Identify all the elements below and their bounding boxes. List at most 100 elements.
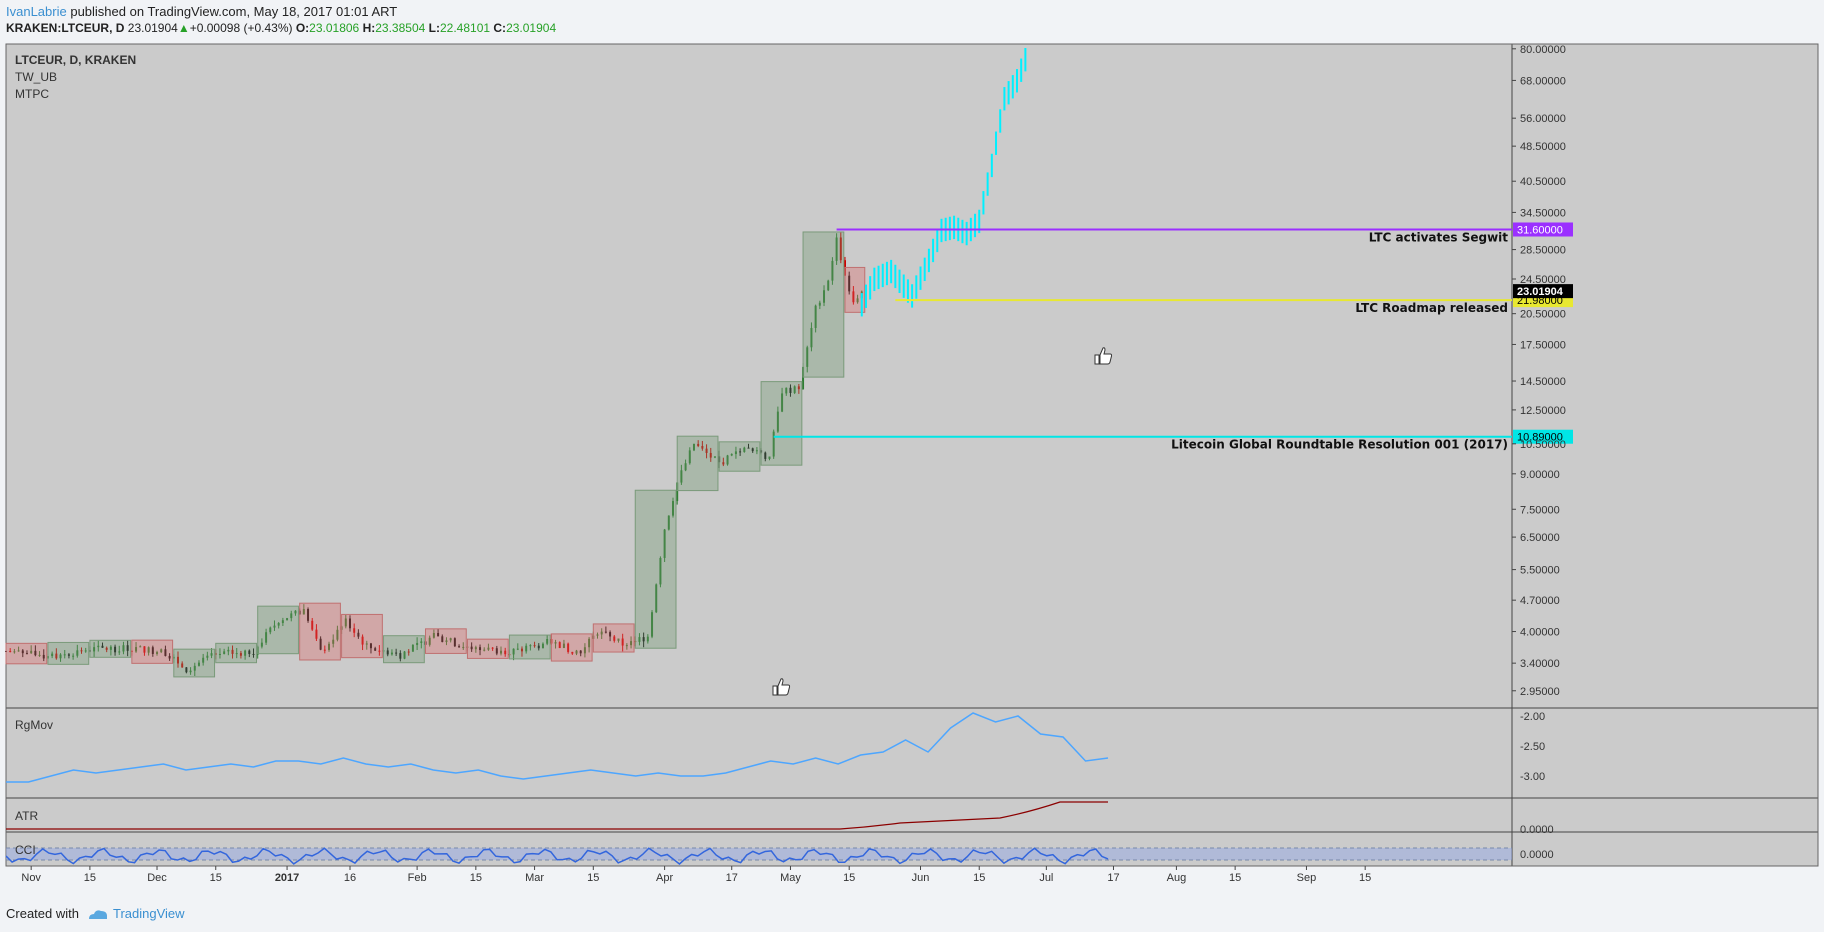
- candle-body: [369, 643, 372, 649]
- rgmov-label: RgMov: [15, 718, 53, 732]
- candle-body: [613, 636, 616, 641]
- candle-body: [416, 642, 419, 646]
- candle-body: [533, 645, 536, 647]
- candle-body: [806, 347, 809, 367]
- atr-tick-label: 0.0000: [1520, 824, 1554, 836]
- candle-body: [621, 638, 624, 646]
- candle-body: [734, 451, 737, 455]
- candle-body: [739, 451, 742, 453]
- x-tick-label: 2017: [275, 872, 299, 884]
- candle-body: [411, 645, 414, 652]
- candle-body: [59, 654, 62, 659]
- y-tick-label: 28.50000: [1520, 245, 1566, 257]
- candle-body: [72, 655, 75, 657]
- candle-body: [625, 645, 628, 647]
- candle-body: [348, 618, 351, 629]
- candle-body: [755, 450, 758, 452]
- candle-body: [541, 643, 544, 649]
- candle-body: [353, 628, 356, 633]
- candle-body: [432, 633, 435, 638]
- candle-body: [248, 650, 251, 654]
- range-box: [173, 648, 216, 678]
- rgmov-tick-label: -3.00: [1520, 771, 1545, 783]
- candle-body: [638, 637, 641, 642]
- candle-body: [659, 557, 662, 585]
- candle-body: [835, 237, 838, 261]
- last-price: 23.01904: [127, 21, 178, 35]
- ohlc-header: KRAKEN:LTCEUR, D 23.01904▲+0.00098 (+0.4…: [6, 21, 556, 35]
- atr-line: [6, 801, 1108, 830]
- cci-line: [5, 847, 1109, 865]
- price-chart[interactable]: LTC activates Segwit 31.60000 LTC Roadmap …: [0, 0, 1824, 900]
- candle-body: [537, 645, 540, 649]
- candle-body: [831, 260, 834, 281]
- candle-body: [575, 650, 578, 654]
- candle-body: [147, 647, 150, 653]
- candle-body: [55, 653, 58, 659]
- y-tick-label: 68.00000: [1520, 75, 1566, 87]
- candle-body: [277, 623, 280, 626]
- candle-body: [684, 463, 687, 471]
- candle-body: [579, 650, 582, 654]
- candle-body: [193, 665, 196, 671]
- candle-body: [34, 650, 37, 656]
- candle-body: [344, 618, 347, 627]
- candle-body: [646, 636, 649, 642]
- candle-body: [852, 291, 855, 303]
- candle-body: [642, 637, 645, 642]
- candle-body: [562, 643, 565, 649]
- rgmov-pane-bg: [6, 708, 1512, 798]
- y-tick-label: 6.50000: [1520, 532, 1560, 544]
- candle-body: [63, 654, 66, 656]
- candle-body: [449, 638, 452, 641]
- author-link[interactable]: IvanLabrie: [6, 4, 67, 19]
- y-tick-label: 17.50000: [1520, 339, 1566, 351]
- candle-body: [30, 650, 33, 654]
- x-tick-label: 15: [210, 872, 222, 884]
- range-box: [844, 266, 866, 313]
- candle-body: [823, 290, 826, 303]
- candle-body: [667, 515, 670, 530]
- candle-body: [751, 448, 754, 452]
- candle-body: [453, 638, 456, 647]
- range-box: [341, 613, 383, 659]
- published-text: published on TradingView.com, May 18, 20…: [70, 4, 398, 19]
- x-tick-label: 17: [1107, 872, 1119, 884]
- x-tick-label: Mar: [525, 872, 544, 884]
- x-tick-label: Sep: [1297, 872, 1317, 884]
- open-label: O:: [295, 21, 310, 35]
- candle-body: [663, 529, 666, 558]
- low-label: L:: [428, 21, 440, 35]
- candle-body: [399, 653, 402, 659]
- candle-body: [529, 645, 532, 647]
- candle-body: [93, 647, 96, 652]
- tradingview-link[interactable]: TradingView: [87, 906, 185, 921]
- candle-body: [567, 643, 570, 652]
- range-box: [383, 635, 425, 664]
- candle-body: [17, 650, 20, 652]
- y-tick-label: 9.00000: [1520, 469, 1560, 481]
- up-arrow-icon: ▲: [177, 21, 190, 35]
- candle-body: [328, 643, 331, 650]
- candle-body: [680, 470, 683, 483]
- candle-body: [118, 651, 121, 653]
- x-tick-label: 17: [726, 872, 738, 884]
- candle-body: [839, 237, 842, 261]
- candle-body: [797, 386, 800, 390]
- x-tick-label: Dec: [147, 872, 167, 884]
- candle-body: [361, 636, 364, 645]
- candle-body: [512, 648, 515, 655]
- tradingview-brand: TradingView: [112, 906, 185, 921]
- x-tick-label: 15: [587, 872, 599, 884]
- candle-body: [286, 618, 289, 621]
- candle-body: [231, 649, 234, 654]
- candle-body: [722, 462, 725, 465]
- x-tick-label: Jul: [1039, 872, 1053, 884]
- level-label: Litecoin Global Roundtable Resolution 00…: [1171, 438, 1508, 452]
- candle-body: [697, 443, 700, 446]
- candle-body: [600, 631, 603, 635]
- range-box: [550, 633, 593, 662]
- candle-body: [495, 648, 498, 654]
- candle-body: [51, 653, 54, 657]
- candle-body: [390, 652, 393, 655]
